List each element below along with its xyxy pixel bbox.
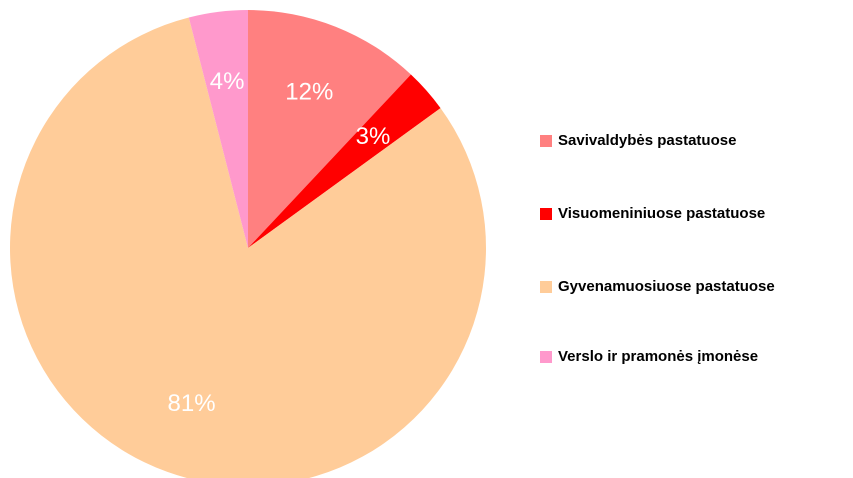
legend-swatch — [540, 281, 552, 293]
pie-slice — [248, 10, 411, 248]
legend-label: Visuomeniniuose pastatuose — [558, 205, 765, 222]
slice-label: 3% — [356, 123, 391, 150]
legend-swatch — [540, 135, 552, 147]
pie-slice — [188, 10, 248, 248]
pie-slice — [248, 74, 441, 249]
legend-label: Gyvenamuosiuose pastatuose — [558, 278, 775, 295]
legend-swatch — [540, 208, 552, 220]
legend-swatch — [540, 351, 552, 363]
legend-label: Verslo ir pramonės įmonėse — [558, 348, 758, 365]
slice-label: 81% — [168, 390, 216, 417]
legend-label: Savivaldybės pastatuose — [558, 132, 736, 149]
slice-label: 12% — [285, 78, 333, 105]
slice-label: 4% — [210, 68, 245, 95]
pie-slice — [10, 17, 486, 478]
